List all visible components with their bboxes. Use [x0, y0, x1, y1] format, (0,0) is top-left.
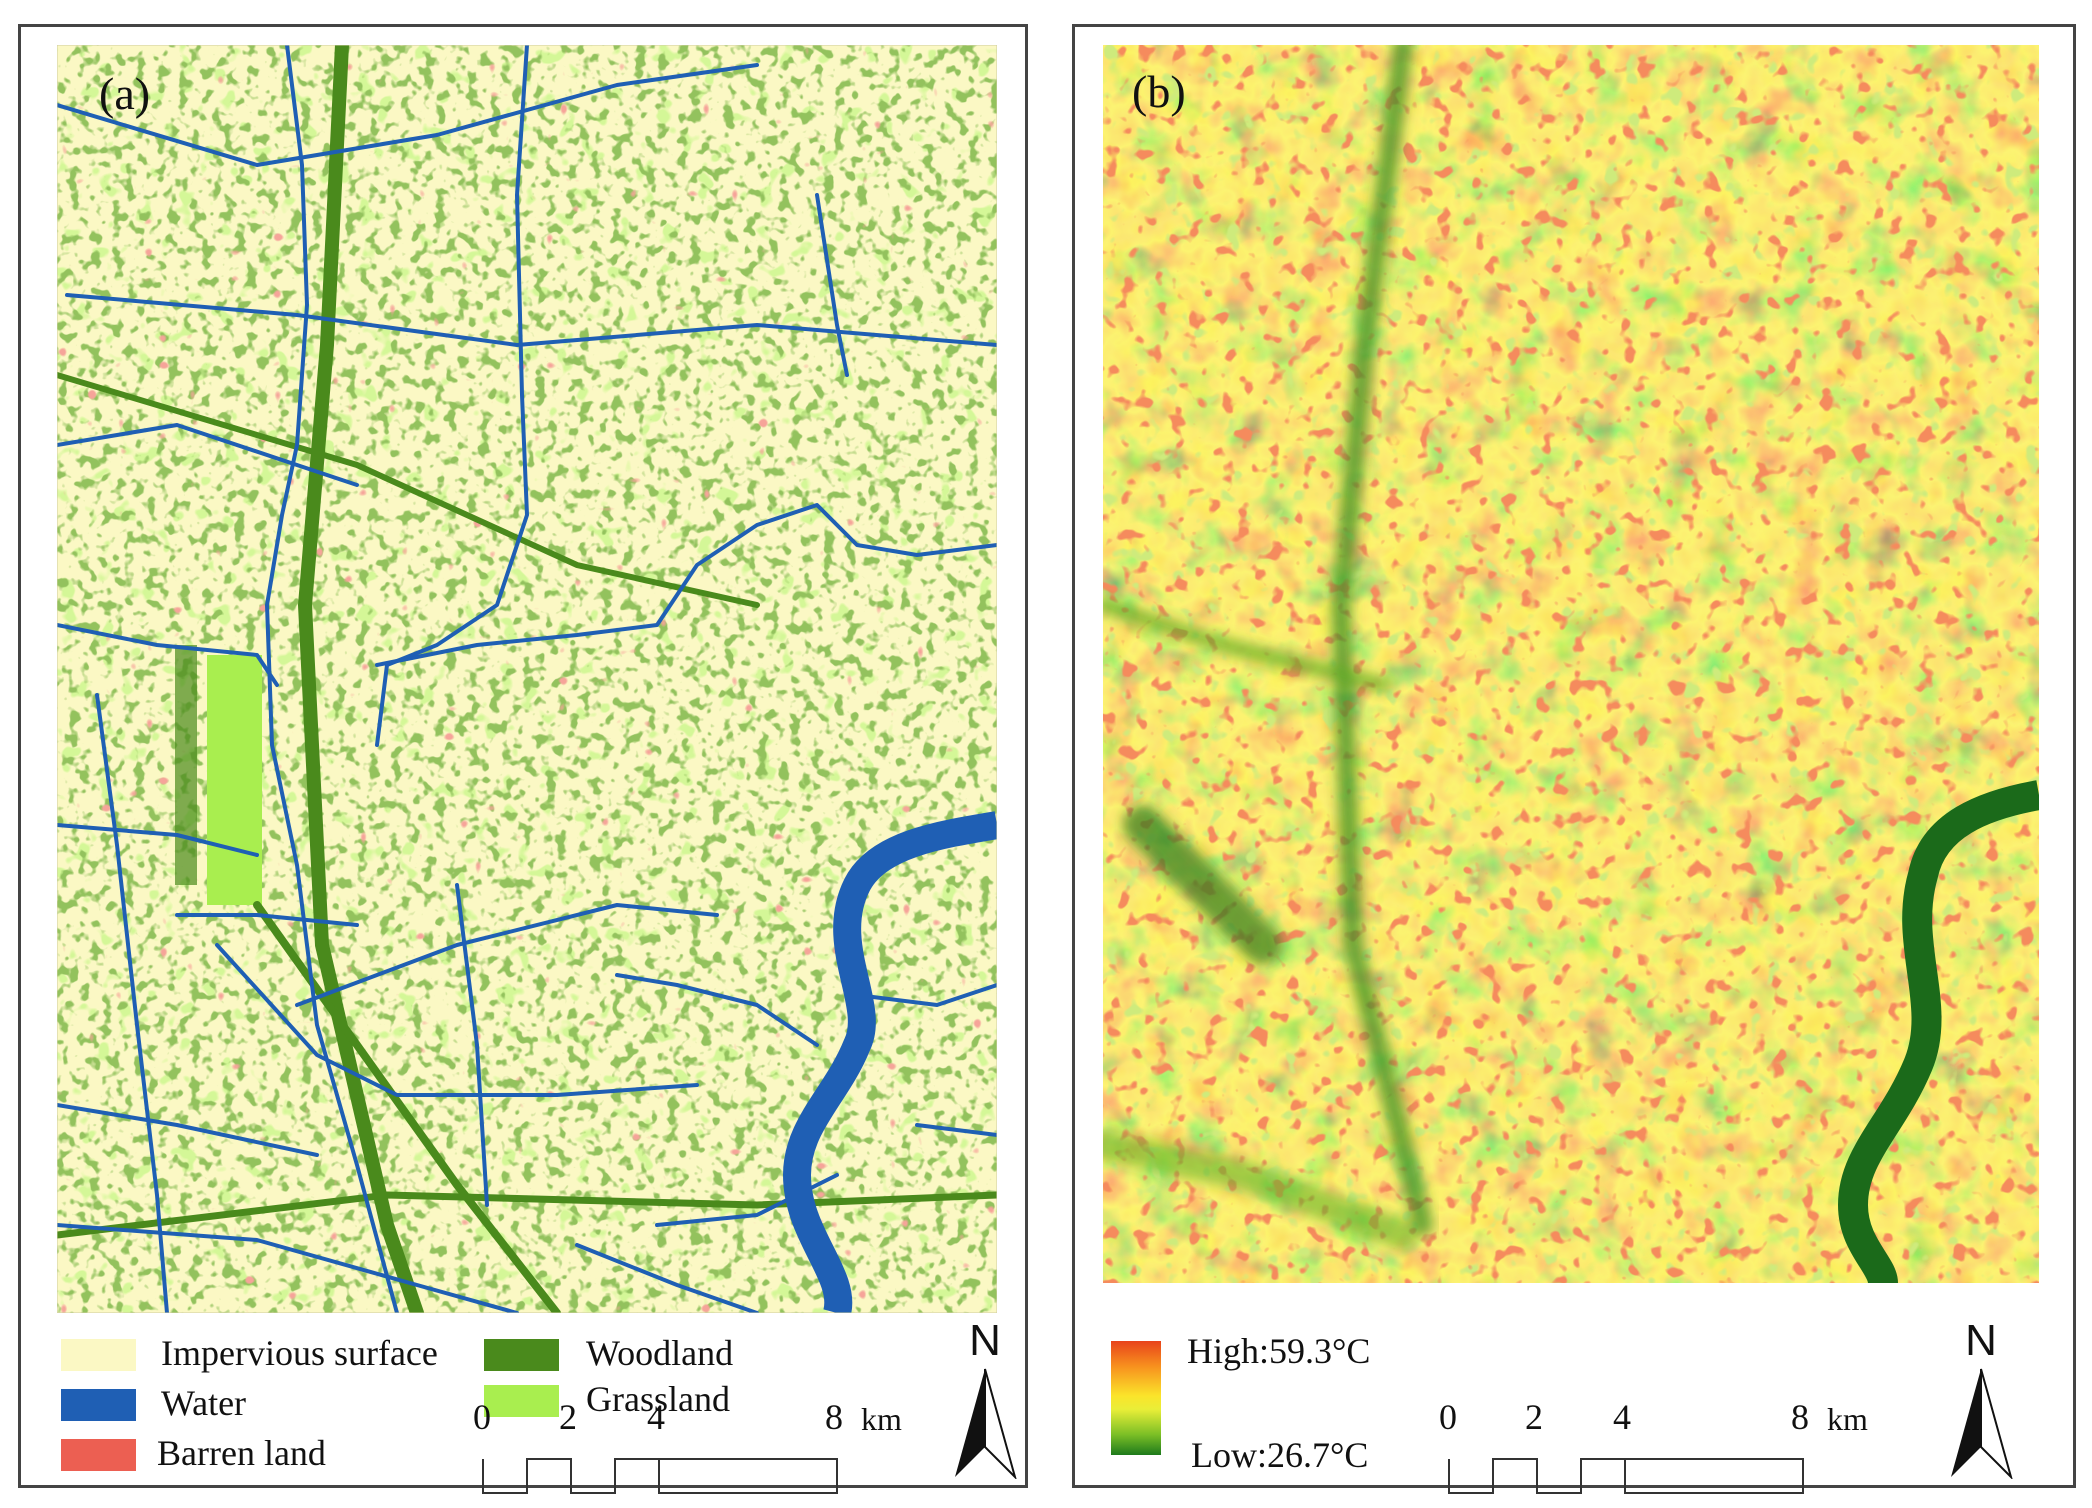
north-arrow-icon: [955, 1368, 1017, 1479]
scale-unit: km: [1827, 1401, 1868, 1437]
legend-swatch-barren: [61, 1439, 136, 1471]
scale-tick-4: 4: [1613, 1397, 1631, 1437]
scale-bar: 0 2 4 8 km: [1439, 1397, 1907, 1497]
land-surface-temperature-map: [1103, 45, 2039, 1283]
lst-panel: (b) High:59.3°C Low:26.7°C 0 2 4 8 km N: [1072, 24, 2076, 1494]
colorbar-low-label: Low:26.7°C: [1191, 1435, 1369, 1475]
scale-tick-0: 0: [473, 1397, 491, 1437]
panel-a-label: (a): [99, 68, 151, 119]
north-arrow: N: [1941, 1316, 2021, 1479]
scale-tick-8: 8: [1791, 1397, 1809, 1437]
panel-b-label: (b): [1132, 66, 1186, 117]
north-arrow-icon: [1951, 1368, 2013, 1479]
scale-tick-4: 4: [647, 1397, 665, 1437]
legend-label-woodland: Woodland: [586, 1333, 734, 1373]
scale-bar-graphic: [1448, 1458, 1804, 1494]
land-cover-panel: (a) Impervious surface Water Barren land…: [18, 24, 1028, 1494]
legend-label-grassland: Grassland: [586, 1379, 730, 1419]
scale-bar-graphic: [482, 1458, 838, 1494]
legend-label-impervious: Impervious surface: [161, 1333, 438, 1373]
legend-label-barren: Barren land: [157, 1433, 326, 1473]
scale-tick-2: 2: [1525, 1397, 1543, 1437]
colorbar-high-label: High:59.3°C: [1187, 1331, 1371, 1371]
land-cover-map: [57, 45, 997, 1313]
legend-swatch-impervious: [61, 1339, 136, 1371]
scale-unit: km: [861, 1401, 902, 1437]
temperature-colorbar: [1111, 1341, 1161, 1455]
north-letter: N: [969, 1316, 1001, 1365]
scale-bar: 0 2 4 8 km: [473, 1397, 941, 1497]
legend-label-water: Water: [161, 1383, 247, 1423]
legend-swatch-water: [61, 1389, 136, 1421]
scale-tick-0: 0: [1439, 1397, 1457, 1437]
scale-tick-2: 2: [559, 1397, 577, 1437]
legend-swatch-woodland: [484, 1339, 559, 1371]
legend-swatch-grassland: [484, 1385, 559, 1417]
north-arrow: N: [945, 1316, 1025, 1479]
north-letter: N: [1965, 1316, 1997, 1365]
scale-tick-8: 8: [825, 1397, 843, 1437]
